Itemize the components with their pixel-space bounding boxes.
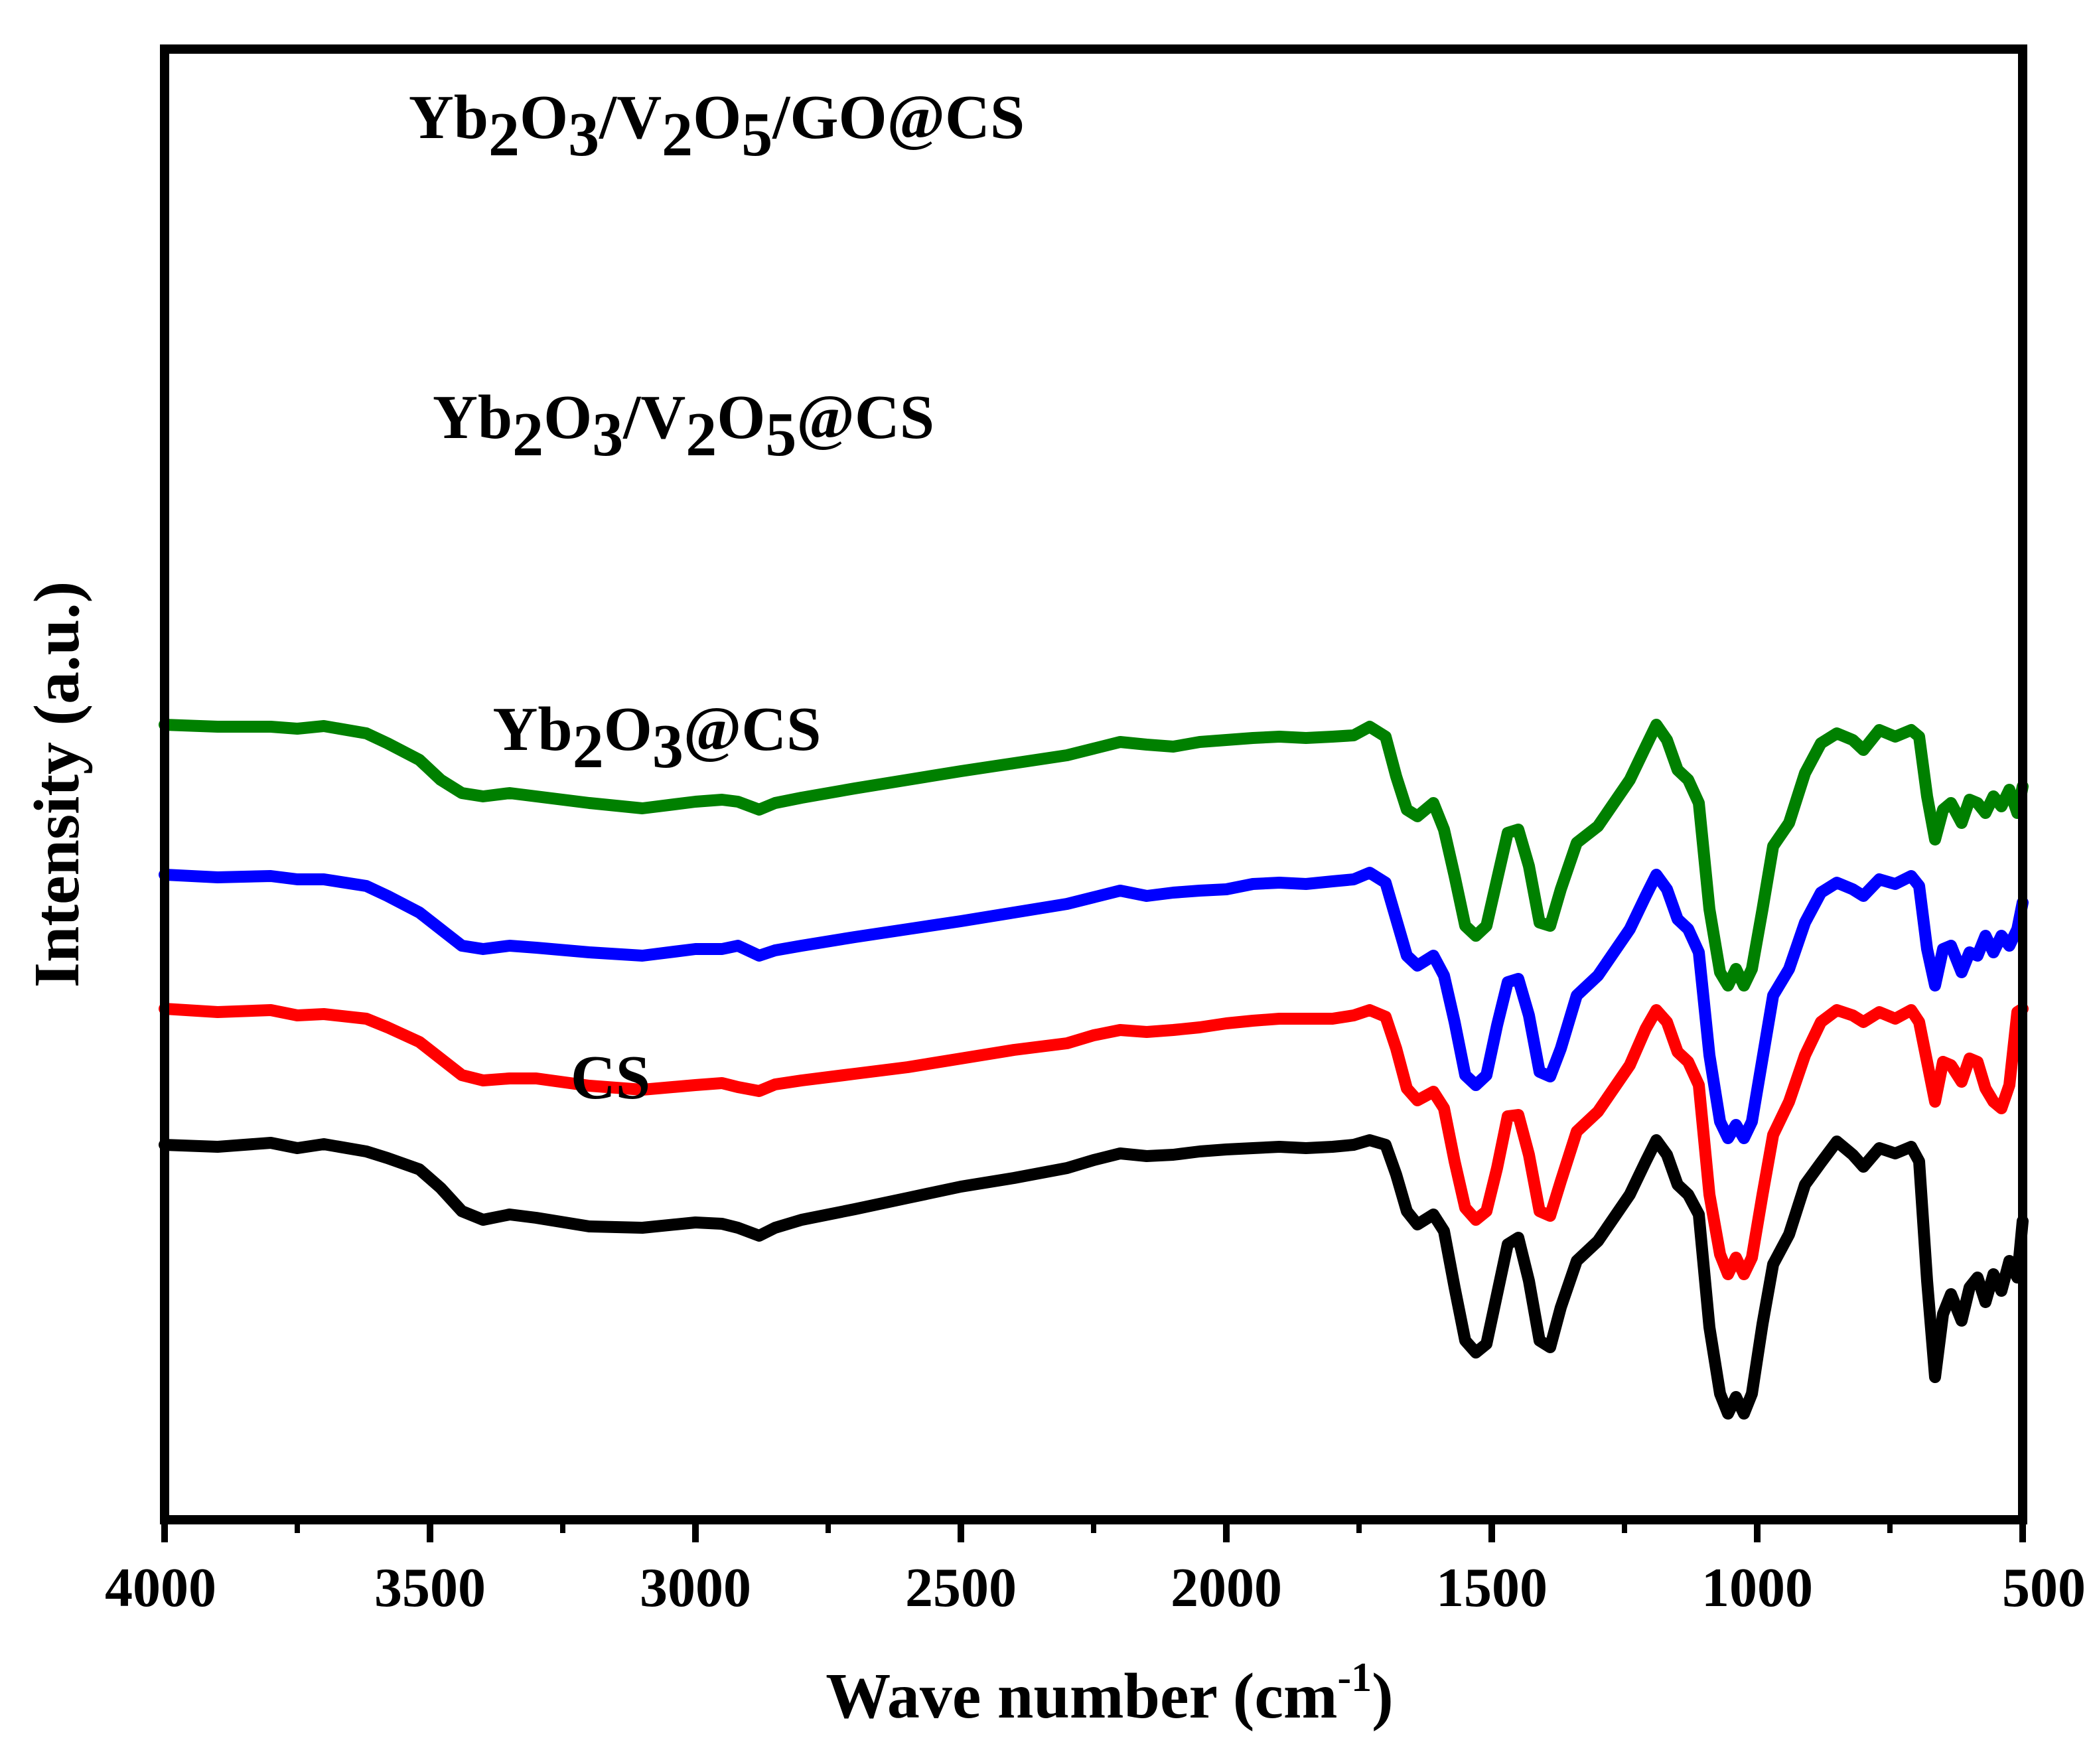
series-label-part: 2 — [512, 400, 543, 469]
series-label-part: O — [717, 383, 765, 452]
series-label-part: O — [520, 83, 568, 152]
x-tick-label: 1500 — [1436, 1557, 1548, 1619]
series-label-part: /V — [622, 383, 685, 452]
x-tick-label: 2000 — [1171, 1557, 1282, 1619]
x-tick-label: 2500 — [905, 1557, 1017, 1619]
series-layer — [159, 719, 2029, 1420]
x-axis-title: Wave number (cm-1) — [826, 1655, 1394, 1732]
series-label-part: 5 — [741, 100, 772, 169]
series-label-part: 2 — [662, 100, 693, 169]
series-line-yb2o3-v2o5-go-cs — [159, 719, 2029, 992]
x-tick-label: 3000 — [640, 1557, 751, 1619]
x-tick-label: 4000 — [105, 1557, 216, 1619]
series-label-part: Yb — [433, 383, 512, 452]
series-label-yb2o3-cs: Yb2O3@CS — [493, 695, 822, 781]
series-label-yb2o3-v2o5-cs: Yb2O3/V2O5@CS — [433, 383, 934, 469]
series-label-part: CS — [571, 1043, 650, 1112]
series-label-part: 3 — [652, 712, 684, 781]
series-label-part: @CS — [684, 695, 822, 764]
series-label-part: 5 — [765, 400, 796, 469]
x-tick-label: 500 — [2002, 1557, 2086, 1619]
x-tick-label: 1000 — [1701, 1557, 1813, 1619]
series-label-part: 2 — [488, 100, 520, 169]
x-axis-title-text: Wave number (cm — [826, 1660, 1337, 1732]
series-line-cs — [159, 1134, 2029, 1420]
series-label-part: 2 — [685, 400, 717, 469]
series-label-part: O — [693, 83, 741, 152]
series-label-part: 3 — [568, 100, 599, 169]
y-axis-title: Intensity (a.u.) — [21, 581, 93, 988]
series-label-part: 2 — [573, 712, 604, 781]
series-label-part: O — [543, 383, 592, 452]
plot-frame — [160, 44, 2027, 1524]
x-tick-label: 3500 — [374, 1557, 486, 1619]
series-label-part: O — [604, 695, 652, 764]
series-label-part: 3 — [592, 400, 623, 469]
series-label-part: /V — [599, 83, 662, 152]
series-line-yb2o3-cs — [159, 1003, 2029, 1280]
series-label-part: /GO@CS — [772, 83, 1025, 152]
series-label-part: @CS — [796, 383, 934, 452]
series-label-part: Yb — [409, 83, 488, 152]
series-label-cs: CS — [571, 1043, 650, 1112]
series-line-yb2o3-v2o5-cs — [159, 867, 2029, 1144]
x-axis-title-close: ) — [1372, 1660, 1394, 1732]
x-axis-title-sup: -1 — [1337, 1655, 1372, 1700]
x-axis-ticks: 4000 3500 3000 2500 2000 1500 1000 500 — [105, 1520, 2086, 1619]
series-label-part: Yb — [493, 695, 573, 764]
series-label-yb2o3-v2o5-go-cs: Yb2O3/V2O5/GO@CS — [409, 83, 1025, 169]
